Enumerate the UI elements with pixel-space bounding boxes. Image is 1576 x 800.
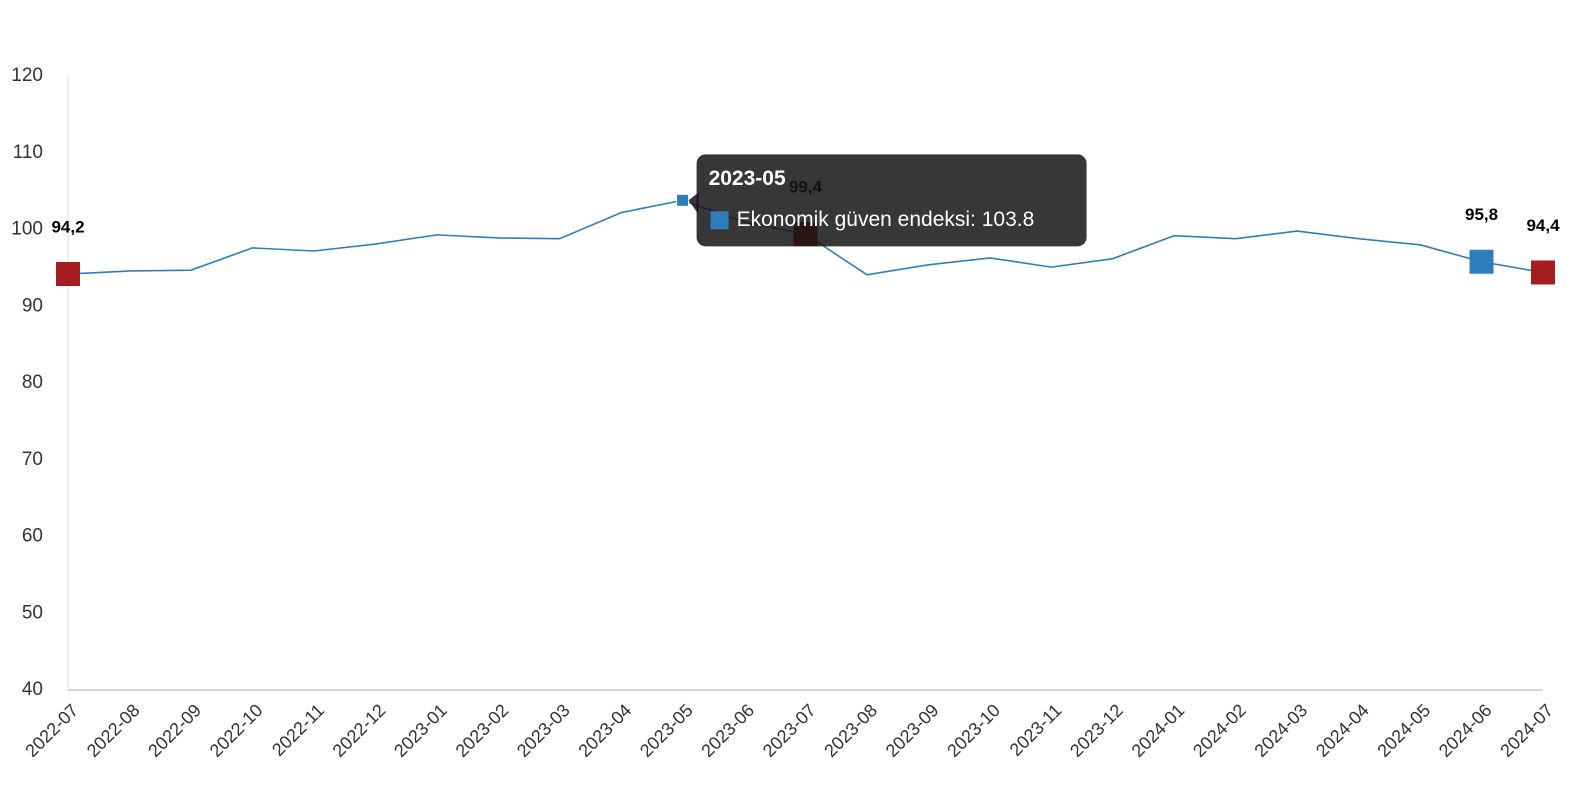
y-tick-label: 40: [22, 679, 43, 700]
x-tick-label: 2022-09: [144, 700, 205, 761]
marker: [1469, 249, 1494, 274]
marker: [56, 262, 80, 287]
x-tick-label: 2024-02: [1189, 700, 1250, 761]
x-tick-label: 2023-06: [697, 700, 758, 761]
x-tick-label: 2023-12: [1066, 700, 1127, 761]
x-tick-label: 2023-11: [1006, 700, 1066, 760]
data-label: 95,8: [1465, 205, 1498, 224]
x-tick-label: 2022-08: [83, 700, 144, 761]
tooltip: 2023-05 Ekonomik güven endeksi: 103.8: [688, 154, 1087, 247]
tooltip-text: Ekonomik güven endeksi: 103.8: [737, 208, 1035, 231]
x-tick-label: 2024-03: [1250, 700, 1311, 761]
x-tick-label: 2023-05: [636, 700, 697, 761]
y-tick-label: 110: [13, 142, 43, 163]
y-tick-label: 100: [11, 219, 43, 240]
y-tick-label: 70: [22, 449, 43, 470]
marker: [1531, 260, 1555, 285]
x-tick-label: 2023-03: [513, 700, 574, 761]
x-tick-label: 2024-05: [1373, 700, 1434, 761]
y-tick-label: 60: [22, 526, 43, 547]
x-tick-label: 2022-10: [206, 700, 267, 761]
x-tick-label: 2023-04: [574, 700, 635, 761]
x-tick-label: 2024-07: [1496, 700, 1557, 761]
tooltip-pointer: [688, 192, 699, 215]
x-tick-label: 2022-12: [329, 700, 390, 761]
tooltip-title: 2023-05: [709, 167, 786, 190]
tooltip-swatch: [710, 211, 729, 230]
x-tick-label: 2024-06: [1435, 700, 1496, 761]
y-tick-label: 80: [22, 372, 43, 393]
x-tick-label: 2023-10: [943, 700, 1004, 761]
x-tick-label: 2024-04: [1312, 700, 1373, 761]
x-tick-label: 2023-07: [759, 700, 820, 761]
x-tick-label: 2024-01: [1128, 700, 1189, 761]
data-label: 94,2: [51, 217, 84, 236]
x-tick-label: 2023-08: [820, 700, 881, 761]
tooltip-box: [696, 154, 1087, 247]
x-tick-label: 2022-11: [268, 700, 328, 760]
x-tick-label: 2023-02: [452, 700, 513, 761]
y-tick-label: 90: [22, 295, 43, 316]
y-tick-label: 120: [11, 65, 43, 86]
x-tick-label: 2023-01: [390, 700, 451, 761]
y-tick-label: 50: [22, 602, 43, 623]
x-tick-label: 2022-07: [21, 700, 82, 761]
data-label: 94,4: [1526, 216, 1560, 235]
hover-marker: [676, 193, 690, 207]
x-tick-label: 2023-09: [882, 700, 943, 761]
